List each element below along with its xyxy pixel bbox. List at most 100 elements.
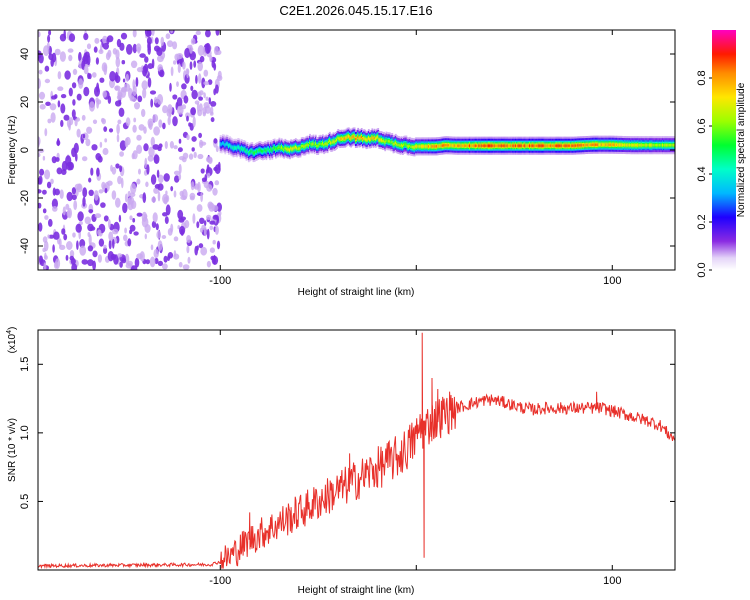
signal-cell — [444, 144, 447, 147]
noise-blob — [142, 88, 147, 99]
noise-blob — [188, 122, 192, 127]
noise-blob — [173, 236, 179, 242]
noise-blob — [71, 263, 78, 270]
signal-cell — [331, 141, 334, 144]
signal-cell — [618, 143, 621, 147]
noise-blob — [186, 134, 190, 141]
noise-blob — [213, 62, 217, 71]
noise-blob — [177, 209, 184, 220]
signal-cell — [222, 142, 224, 145]
noise-blob — [46, 181, 52, 189]
signal-cell — [583, 144, 585, 147]
noise-blob — [93, 46, 98, 53]
signal-cell — [566, 144, 569, 147]
noise-blob — [146, 36, 152, 45]
noise-blob — [213, 45, 219, 56]
signal-cell — [476, 144, 478, 147]
signal-cell — [329, 139, 331, 143]
noise-blob — [106, 180, 113, 186]
signal-cell — [584, 143, 586, 147]
signal-cell — [266, 148, 269, 151]
signal-cell — [526, 144, 529, 147]
signal-cell — [510, 144, 512, 147]
noise-blob — [44, 215, 49, 220]
spectrogram-xtick-label: 100 — [603, 275, 621, 287]
signal-cell — [451, 144, 454, 147]
signal-cell — [446, 144, 449, 147]
noise-blob — [176, 81, 179, 87]
signal-cell — [325, 142, 328, 145]
noise-blob — [199, 55, 205, 63]
noise-blob — [119, 165, 123, 173]
noise-blob — [51, 156, 57, 164]
signal-cell — [259, 149, 262, 152]
noise-blob — [186, 235, 192, 243]
noise-blob — [134, 257, 140, 268]
noise-blob — [191, 136, 197, 142]
signal-cell — [571, 144, 574, 147]
signal-cell — [496, 144, 498, 147]
signal-cell — [447, 144, 450, 147]
noise-blob — [147, 118, 154, 127]
signal-cell — [592, 143, 595, 146]
signal-cell — [363, 137, 365, 140]
signal-cell — [588, 143, 591, 147]
signal-cell — [552, 144, 555, 147]
noise-blob — [206, 164, 210, 173]
noise-blob — [72, 99, 76, 106]
noise-blob — [218, 210, 222, 216]
signal-cell — [383, 139, 385, 143]
signal-cell — [492, 144, 495, 147]
signal-cell — [534, 144, 537, 147]
noise-blob — [98, 49, 104, 55]
signal-cell — [379, 138, 382, 142]
noise-blob — [178, 261, 183, 268]
snr-ytick-label: 1.5 — [19, 357, 31, 372]
snr-multiplier-close: ) — [7, 327, 18, 330]
noise-blob — [200, 191, 204, 203]
noise-blob — [84, 51, 90, 59]
noise-blob — [124, 227, 127, 234]
noise-blob — [144, 157, 148, 169]
noise-blob — [42, 208, 47, 214]
signal-cell — [242, 148, 244, 151]
signal-cell — [324, 143, 327, 146]
noise-blob — [107, 251, 114, 262]
signal-cell — [269, 149, 271, 153]
noise-blob — [195, 74, 198, 84]
noise-blob — [71, 194, 77, 201]
noise-blob — [88, 177, 92, 183]
noise-blob — [206, 184, 213, 192]
signal-cell — [666, 144, 669, 147]
signal-cell — [603, 143, 605, 146]
signal-cell — [404, 143, 407, 146]
signal-cell — [231, 146, 234, 149]
signal-cell — [497, 144, 499, 147]
noise-blob — [96, 167, 100, 177]
noise-blob — [61, 169, 67, 175]
signal-cell — [672, 144, 675, 147]
noise-blob — [182, 152, 189, 159]
noise-blob — [109, 71, 116, 82]
signal-cell — [326, 142, 329, 146]
noise-blob — [78, 78, 84, 89]
signal-cell — [419, 145, 422, 148]
noise-blob — [108, 128, 114, 133]
noise-blob — [177, 147, 183, 153]
snr-panel: -100 100 0.5 1.0 1.5 Height of straight line… — [6, 327, 676, 596]
signal-cell — [653, 144, 656, 147]
signal-cell — [538, 144, 541, 147]
signal-cell — [334, 139, 337, 143]
noise-blob — [174, 53, 180, 61]
noise-blob — [82, 133, 86, 139]
signal-cell — [251, 149, 254, 153]
signal-cell — [617, 143, 619, 147]
signal-cell — [667, 144, 670, 147]
signal-cell — [529, 144, 531, 147]
noise-blob — [68, 54, 73, 62]
noise-blob — [173, 250, 177, 258]
signal-cell — [346, 135, 349, 138]
noise-blob — [38, 53, 44, 64]
signal-cell — [304, 145, 307, 148]
signal-cell — [657, 144, 659, 147]
